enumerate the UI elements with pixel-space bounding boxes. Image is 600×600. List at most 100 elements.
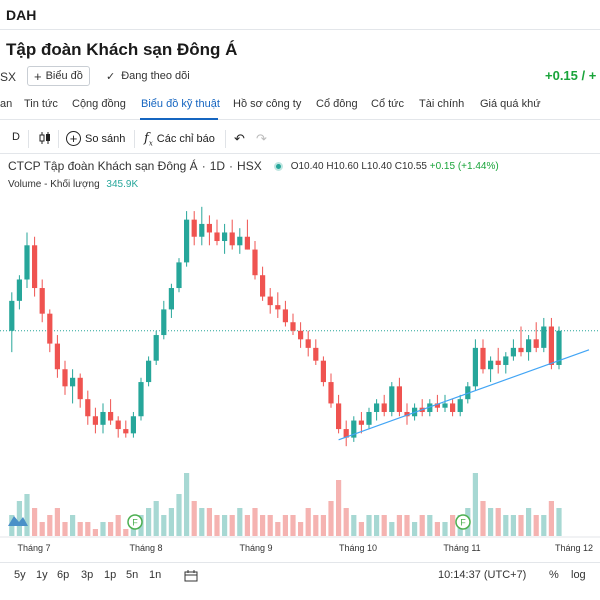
candle-body <box>153 335 159 361</box>
volume-bar <box>176 494 182 536</box>
volume-bar <box>260 515 266 536</box>
tab-finance[interactable]: Tài chính <box>419 98 465 110</box>
range-5y[interactable]: 5y <box>14 569 26 581</box>
brand-logo-icon <box>8 516 28 526</box>
price-change: +0.15 / + <box>545 68 597 83</box>
add-chart-button[interactable]: + Biểu đồ <box>27 66 90 86</box>
compare-button[interactable]: + So sánh <box>66 131 125 146</box>
price-chart[interactable]: F F Tháng 7 Tháng 8 Tháng 9 Tháng 10 Tháng 11 T… <box>0 154 600 554</box>
candle-body <box>305 339 311 348</box>
tab-news[interactable]: Tin tức <box>24 98 58 110</box>
candle-body <box>32 245 38 289</box>
volume-bar <box>336 480 342 536</box>
candle-body <box>495 360 501 365</box>
log-toggle[interactable]: log <box>571 569 586 581</box>
active-tab-indicator <box>140 118 218 120</box>
candle-body <box>396 386 402 412</box>
candle-body <box>298 330 304 340</box>
volume-bar <box>366 515 372 536</box>
follow-button[interactable]: ✓ Đang theo dõi <box>106 70 190 83</box>
volume-bar <box>533 515 539 536</box>
range-1d[interactable]: 1n <box>149 569 162 581</box>
volume-bar <box>396 515 402 536</box>
candle-body <box>244 236 250 250</box>
volume-bar <box>77 522 83 536</box>
date-range-icon[interactable] <box>184 569 198 586</box>
redo-icon[interactable]: ↷ <box>256 131 267 146</box>
volume-bar <box>244 515 250 536</box>
legend-title: CTCP Tập đoàn Khách sạn Đông Á <box>8 159 198 173</box>
candle-body <box>62 369 68 387</box>
volume-bar <box>495 508 501 536</box>
candle-body <box>146 360 152 383</box>
candle-body <box>457 399 463 412</box>
ohlc-low: L10.40 <box>361 160 392 172</box>
candle-body <box>434 403 440 408</box>
legend-interval: 1D <box>209 159 226 173</box>
volume-bar <box>313 515 319 536</box>
candle-body <box>267 296 273 306</box>
plus-circle-icon: + <box>66 131 81 146</box>
volume-bar <box>100 522 106 536</box>
volume-bar <box>70 515 76 536</box>
indicators-button[interactable]: fx Các chỉ báo <box>144 131 215 148</box>
range-6m[interactable]: 6p <box>57 569 70 581</box>
volume-bar <box>305 508 311 536</box>
candle-body <box>229 232 235 246</box>
volume-bar <box>488 508 494 536</box>
candle-body <box>275 305 281 310</box>
check-icon: ✓ <box>106 71 116 83</box>
candle-style-icon[interactable] <box>38 131 52 145</box>
volume-bar <box>389 522 395 536</box>
candle-body <box>518 347 524 353</box>
candle-body <box>290 322 296 331</box>
candle-body <box>358 420 364 425</box>
volume-bar <box>153 501 159 536</box>
volume-bar <box>404 515 410 536</box>
candle-body <box>510 347 516 357</box>
chart-legend: CTCP Tập đoàn Khách sạn Đông Á · 1D · HS… <box>8 159 499 173</box>
range-5d[interactable]: 5n <box>126 569 139 581</box>
indicators-label: Các chỉ báo <box>156 133 215 146</box>
volume-bar <box>85 522 91 536</box>
tab-community[interactable]: Cộng đồng <box>72 98 126 110</box>
tab-overview[interactable]: an <box>0 98 13 110</box>
candle-body <box>115 420 121 430</box>
tab-bar: an Tin tức Cộng đồng Biểu đồ kỹ thuật Hồ… <box>0 92 600 120</box>
tab-shareholders[interactable]: Cổ đông <box>316 98 358 110</box>
candle-body <box>123 429 129 434</box>
tab-dividends[interactable]: Cổ tức <box>371 98 405 110</box>
chart-button-label: Biểu đồ <box>45 70 83 82</box>
candle-body <box>85 399 91 417</box>
range-1m[interactable]: 1p <box>104 569 117 581</box>
ticker-symbol: DAH <box>6 6 37 23</box>
tab-technical-chart[interactable]: Biểu đồ kỹ thuật <box>141 98 220 110</box>
plus-icon: + <box>34 68 42 84</box>
volume-bar <box>123 529 129 536</box>
volume-bar <box>92 529 98 536</box>
undo-icon[interactable]: ↶ <box>234 131 245 146</box>
range-3m[interactable]: 3p <box>81 569 94 581</box>
interval-selector[interactable]: D <box>12 131 20 143</box>
volume-bar <box>146 508 152 536</box>
tab-price-history[interactable]: Giá quá khứ <box>480 98 541 110</box>
volume-legend: Volume - Khối lượng 345.9K <box>8 179 138 190</box>
candle-body <box>442 403 448 408</box>
stock-header: Tập đoàn Khách sạn Đông Á SX + Biểu đồ ✓… <box>0 30 600 92</box>
volume-bar <box>556 508 562 536</box>
candle-body <box>404 411 410 417</box>
tab-company-profile[interactable]: Hồ sơ công ty <box>233 98 302 110</box>
candle-body <box>24 245 30 280</box>
function-icon: fx <box>144 131 153 148</box>
volume-bar <box>510 515 516 536</box>
range-1y[interactable]: 1y <box>36 569 48 581</box>
x-tick-label: Tháng 8 <box>129 543 162 553</box>
volume-bar <box>62 522 68 536</box>
volume-bar <box>374 515 380 536</box>
candle-body <box>92 416 98 425</box>
event-marker-label: F <box>132 518 138 528</box>
volume-bar <box>298 522 304 536</box>
volume-bar <box>252 508 258 536</box>
percent-toggle[interactable]: % <box>549 569 559 581</box>
candle-body <box>503 356 509 365</box>
